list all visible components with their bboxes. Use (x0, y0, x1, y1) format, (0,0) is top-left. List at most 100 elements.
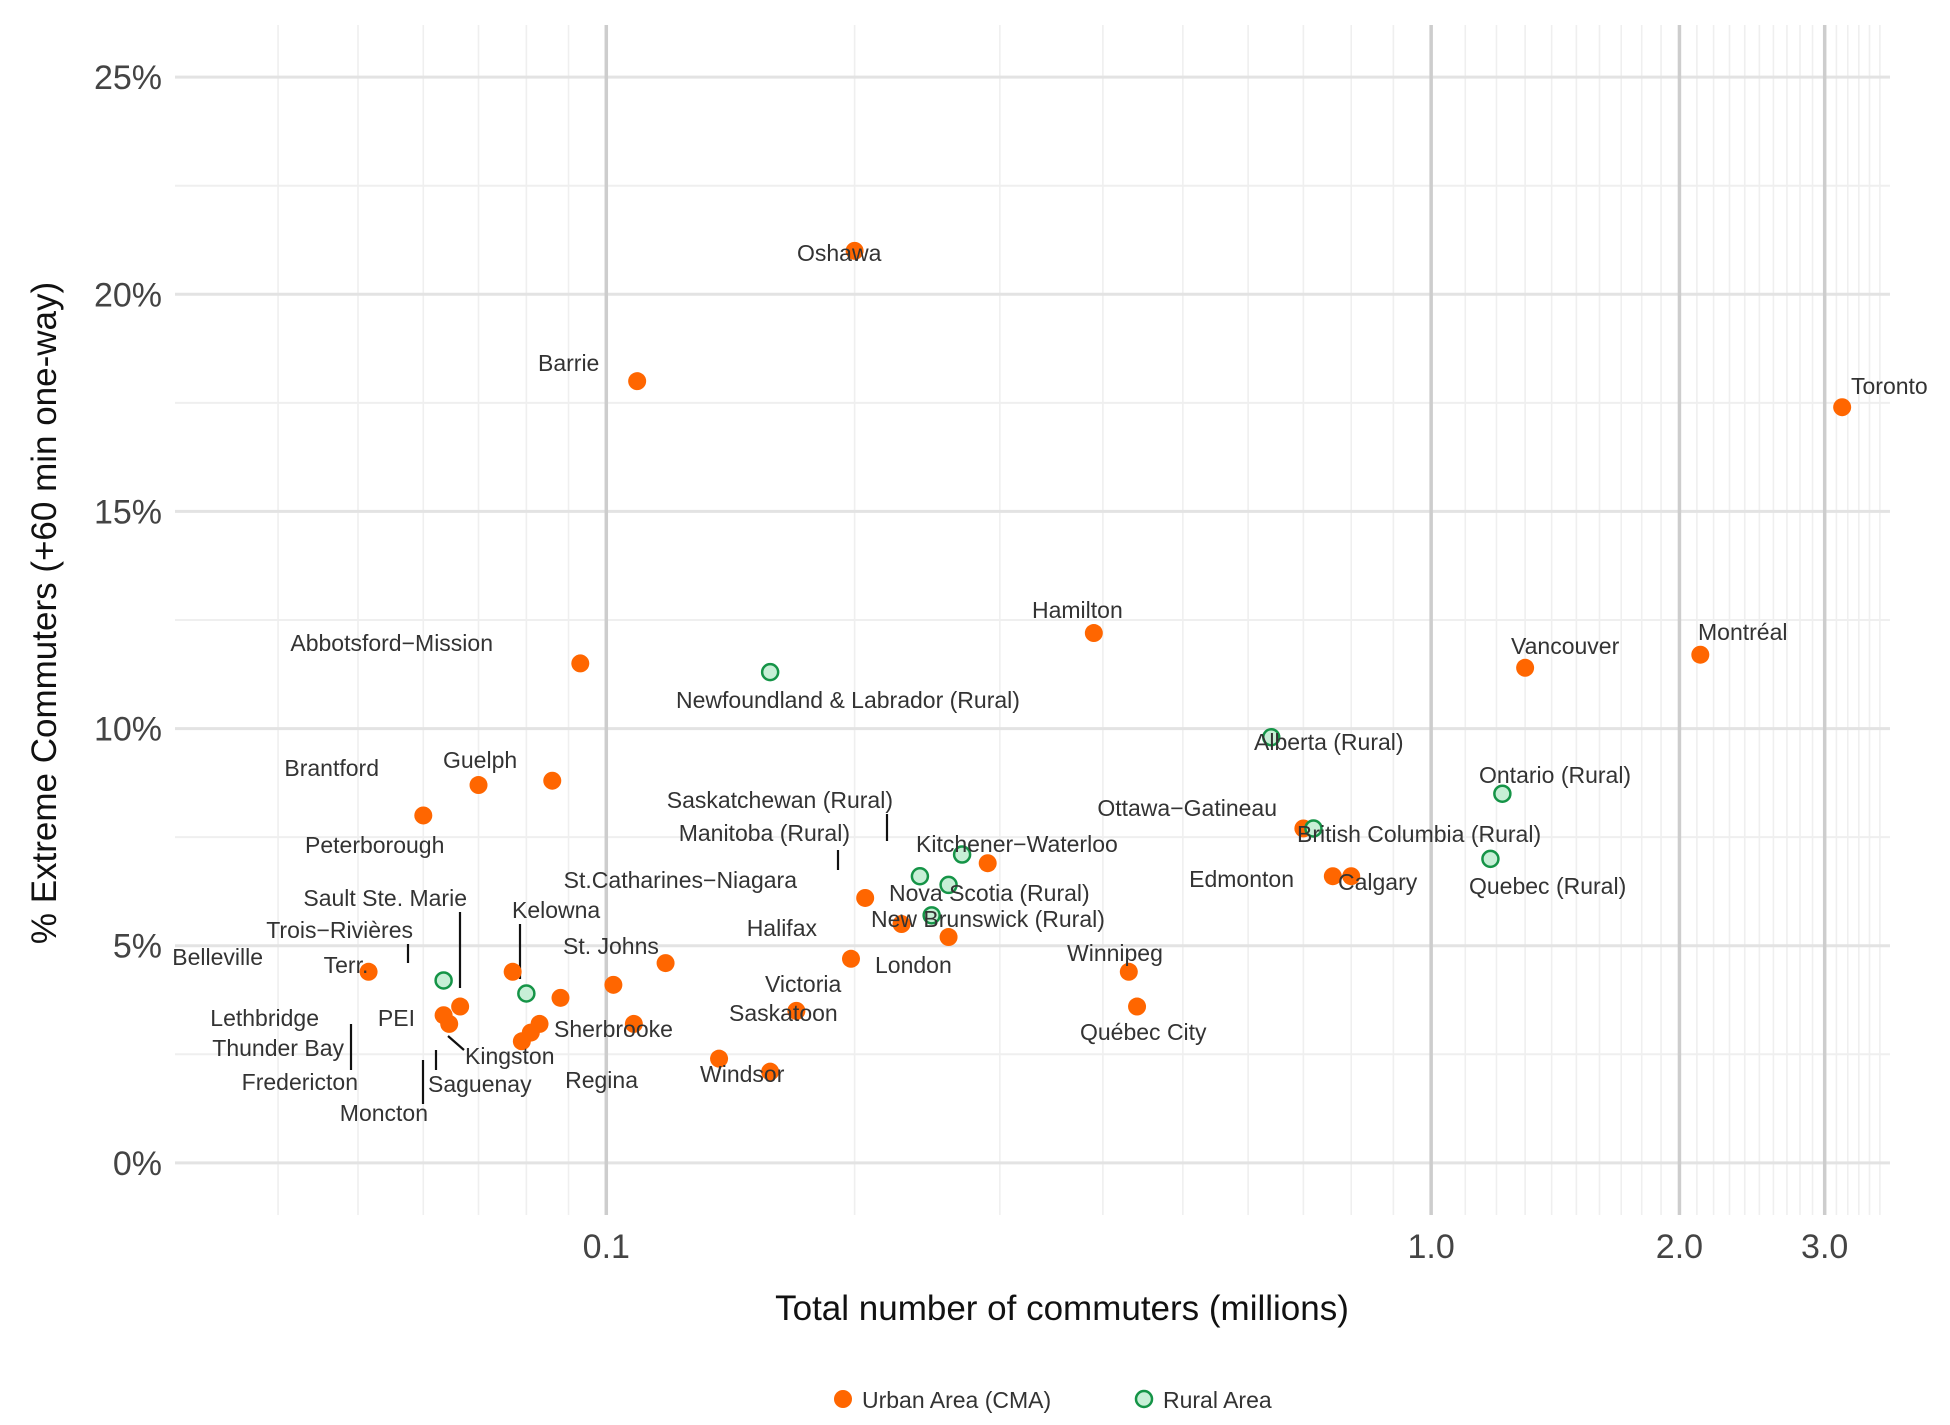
point-regina (710, 1049, 729, 1068)
point-ontario-rural (1493, 784, 1512, 803)
point-guelph (543, 771, 562, 790)
point-moncton (512, 1032, 531, 1051)
label-fredericton: Fredericton (242, 1069, 358, 1095)
label-peterborough: Peterborough (305, 832, 444, 858)
y-tick-label: 5% (113, 928, 162, 966)
y-tick-label: 10% (94, 711, 162, 749)
point-montr-al (1691, 645, 1710, 664)
x-tick-label: 1.0 (1408, 1228, 1455, 1266)
label-st-catharines-niagara: St.Catharines−Niagara (564, 867, 798, 893)
label-oshawa: Oshawa (797, 240, 882, 266)
label-regina: Regina (565, 1067, 638, 1093)
label-abbotsford-mission: Abbotsford−Mission (290, 630, 493, 656)
label-toronto: Toronto (1851, 373, 1928, 399)
label-ontario-rural: Ontario (Rural) (1479, 762, 1631, 788)
y-tick-label: 15% (94, 493, 162, 531)
point-sault-ste-marie (551, 988, 570, 1007)
label-terr: Terr. (324, 952, 369, 978)
label-kingston: Kingston (465, 1043, 555, 1069)
label-st-johns: St. Johns (563, 933, 659, 959)
point-st-johns (656, 954, 675, 973)
legend: Urban Area (CMA) Rural Area (834, 1387, 1272, 1413)
label-kelowna: Kelowna (512, 897, 600, 923)
x-tick-label: 0.1 (583, 1228, 630, 1266)
label-lethbridge: Lethbridge (210, 1005, 319, 1031)
point-saskatoon (787, 1001, 806, 1020)
label-belleville: Belleville (172, 944, 263, 970)
label-alberta-rural: Alberta (Rural) (1254, 729, 1404, 755)
legend-urban-swatch (834, 1390, 852, 1408)
label-kitchener-waterloo: Kitchener−Waterloo (916, 831, 1118, 857)
label-winnipeg: Winnipeg (1067, 940, 1163, 966)
point-barrie (628, 372, 647, 391)
point-alberta-rural (1262, 728, 1281, 747)
label-vancouver: Vancouver (1511, 633, 1620, 659)
point-peterborough (414, 806, 433, 825)
point-calgary (1342, 867, 1361, 886)
x-tick-label: 3.0 (1801, 1228, 1848, 1266)
label-qu-bec-city: Québec City (1080, 1019, 1207, 1045)
x-axis-title: Total number of commuters (millions) (775, 1289, 1349, 1328)
label-newfoundland-labrador-rural: Newfoundland & Labrador (Rural) (676, 687, 1020, 713)
point-pei (517, 984, 536, 1003)
axis-tick-labels: 0% 5% 10% 15% 20% 25% 0.1 1.0 2.0 3.0 (94, 59, 1848, 1266)
point-kelowna (604, 975, 623, 994)
label-halifax: Halifax (747, 915, 818, 941)
label-saguenay: Saguenay (428, 1071, 532, 1097)
point-quebec-rural (1481, 849, 1500, 869)
point-winnipeg (1119, 962, 1138, 981)
label-victoria: Victoria (765, 971, 841, 997)
point-windsor (761, 1062, 780, 1081)
label-saskatchewan-rural: Saskatchewan (Rural) (667, 787, 893, 813)
label-ottawa-gatineau: Ottawa−Gatineau (1097, 795, 1277, 821)
point-british-columbia-rural (1304, 819, 1323, 838)
point-nova-scotia-rural (939, 875, 958, 895)
y-tick-label: 0% (113, 1145, 162, 1183)
point-belleville (359, 962, 378, 981)
point-trois-rivi-res (503, 962, 522, 981)
point-new-brunswick-rural (922, 906, 941, 925)
label-montr-al: Montréal (1698, 619, 1787, 645)
label-trois-rivi-res: Trois−Rivières (266, 917, 413, 943)
point-edmonton (1323, 867, 1342, 886)
y-axis-title: % Extreme Commuters (+60 min one-way) (25, 282, 64, 944)
label-windsor: Windsor (700, 1061, 785, 1087)
point-brantford (469, 776, 488, 795)
point-victoria (841, 949, 860, 968)
point-qu-bec-city (1128, 997, 1147, 1016)
label-barrie: Barrie (538, 350, 599, 376)
point-halifax (892, 915, 911, 934)
label-sault-ste-marie: Sault Ste. Marie (303, 885, 467, 911)
label-edmonton: Edmonton (1189, 866, 1294, 892)
legend-rural-swatch (1134, 1389, 1154, 1409)
point-hamilton (1084, 624, 1103, 643)
label-calgary: Calgary (1338, 869, 1418, 895)
point-abbotsford-mission (571, 654, 590, 673)
point-lethbridge (434, 1006, 453, 1025)
y-tick-label: 20% (94, 276, 162, 314)
point-labels: Toronto Montréal Vancouver Calgary Edmonton O… (172, 240, 1927, 1126)
label-brantford: Brantford (284, 755, 379, 781)
grid-lines (175, 25, 1890, 1215)
x-tick-label: 2.0 (1656, 1228, 1703, 1266)
y-tick-label: 25% (94, 59, 162, 97)
leader-kingston (447, 1035, 465, 1051)
label-sherbrooke: Sherbrooke (554, 1016, 673, 1042)
point-oshawa (845, 241, 864, 260)
legend-rural-label: Rural Area (1163, 1387, 1272, 1413)
label-nova-scotia-rural: Nova Scotia (Rural) (889, 880, 1090, 906)
point-fredericton (451, 997, 470, 1016)
point-st-catharines-niagara (856, 888, 875, 907)
point-kitchener-waterloo (978, 854, 997, 873)
label-guelph: Guelph (443, 747, 517, 773)
point-saskatchewan-rural (952, 845, 972, 864)
label-quebec-rural: Quebec (Rural) (1469, 873, 1626, 899)
label-manitoba-rural: Manitoba (Rural) (679, 820, 850, 846)
point-manitoba-rural (910, 866, 930, 886)
point-sherbrooke (624, 1014, 643, 1033)
legend-urban-label: Urban Area (CMA) (862, 1387, 1051, 1413)
label-saskatoon: Saskatoon (729, 1000, 838, 1026)
label-new-brunswick-rural: New Brunswick (Rural) (871, 906, 1105, 932)
point-newfoundland-labrador-rural (760, 662, 780, 682)
